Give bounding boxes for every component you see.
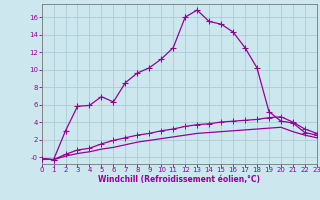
X-axis label: Windchill (Refroidissement éolien,°C): Windchill (Refroidissement éolien,°C) xyxy=(98,175,260,184)
